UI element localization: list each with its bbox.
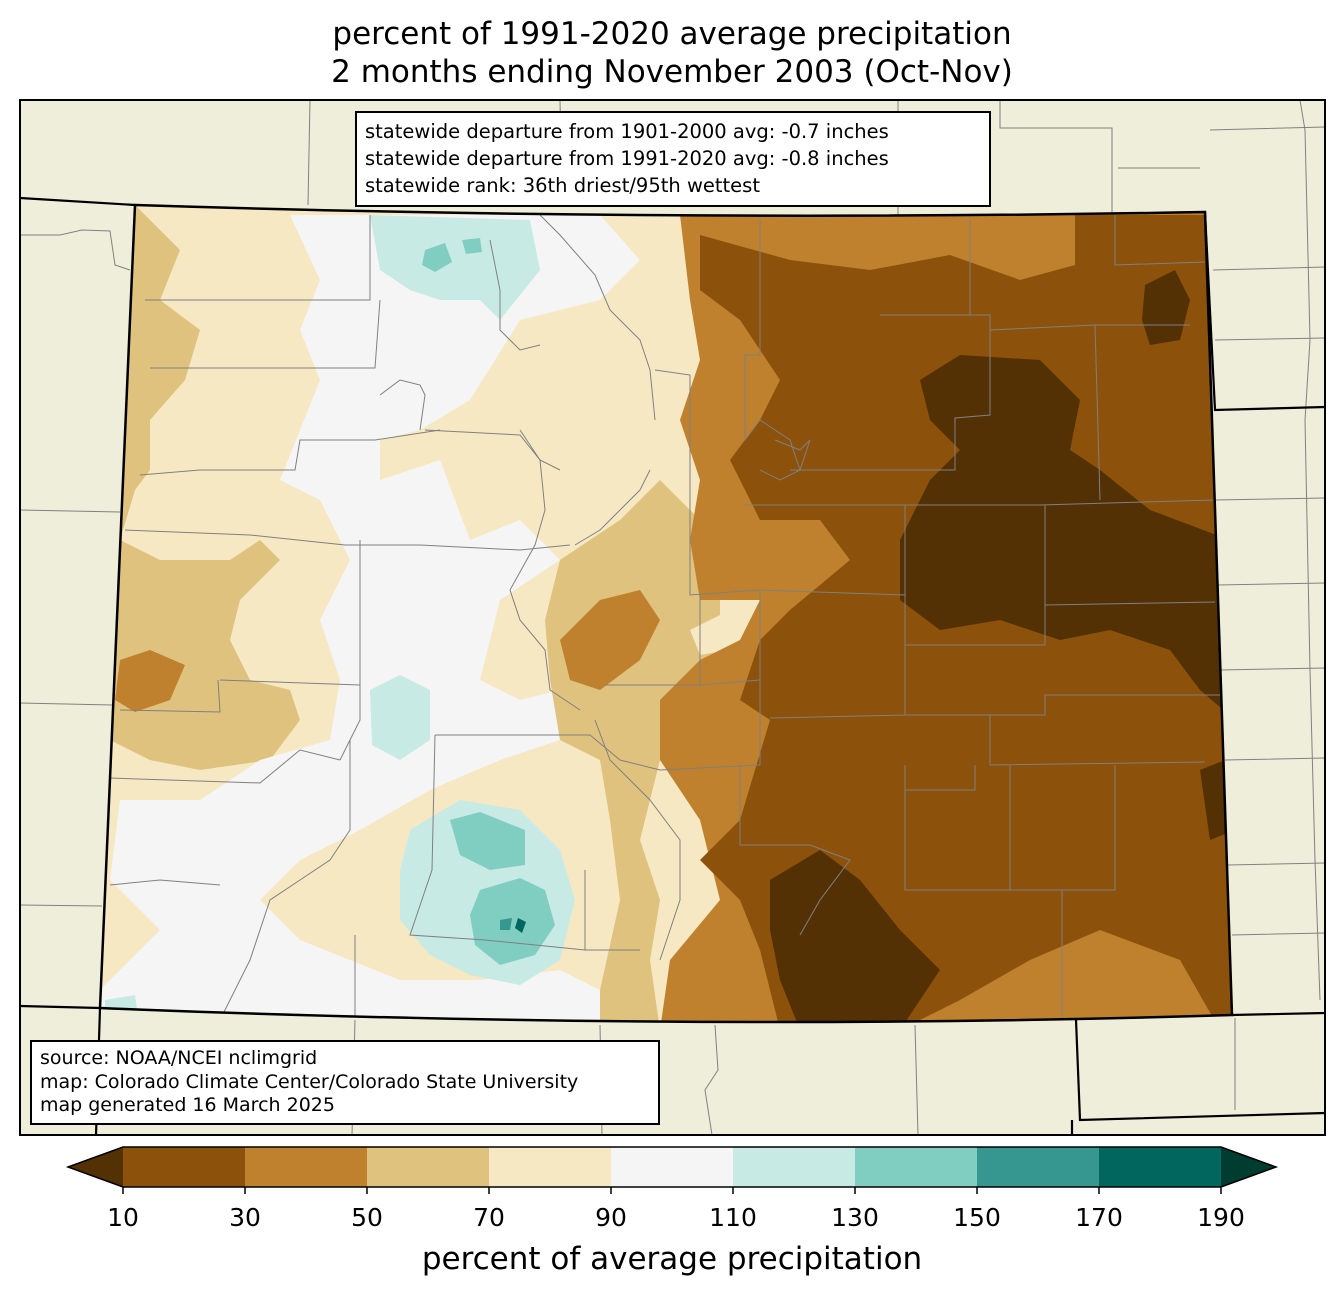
map-credit-line: map: Colorado Climate Center/Colorado St… [40, 1070, 579, 1093]
map-title-line-2: 2 months ending November 2003 (Oct-Nov) [331, 54, 1013, 90]
stats-departure-1991-2020: statewide departure from 1991-2020 avg: … [365, 147, 889, 170]
colorbar-bin-2 [367, 1147, 489, 1187]
colorbar-bin-7 [977, 1147, 1099, 1187]
colorbar-tick-label-3: 70 [473, 1203, 505, 1232]
source-line: source: NOAA/NCEI nclimgrid [40, 1047, 318, 1069]
colorbar-tick-label-8: 170 [1075, 1203, 1123, 1232]
colorbar-tick-label-1: 30 [229, 1203, 261, 1232]
statewide-stats-box: statewide departure from 1901-2000 avg: … [355, 111, 991, 207]
precipitation-field [100, 205, 1232, 1023]
colorbar-tick-label-9: 190 [1197, 1203, 1245, 1232]
colorbar-label: percent of average precipitation [421, 1241, 923, 1277]
colorbar-over-arrow [1221, 1147, 1276, 1187]
colorado-border [98, 203, 1234, 1024]
colorbar-tick-label-0: 10 [107, 1203, 139, 1232]
generated-date-line: map generated 16 March 2025 [40, 1094, 335, 1116]
colorbar-under-arrow [68, 1147, 123, 1187]
colorbar-bin-0 [123, 1147, 245, 1187]
map-title-line-1: percent of 1991-2020 average precipitati… [332, 16, 1012, 52]
colorbar-tick-label-6: 130 [831, 1203, 879, 1232]
stats-rank: statewide rank: 36th driest/95th wettest [365, 174, 760, 197]
colorbar-bin-5 [733, 1147, 855, 1187]
colorbar-tick-label-5: 110 [709, 1203, 757, 1232]
colorbar-bin-6 [855, 1147, 977, 1187]
colorbar-tick-label-2: 50 [351, 1203, 383, 1232]
source-box: source: NOAA/NCEI nclimgrid map: Colorad… [30, 1040, 660, 1125]
colorbar-tick-label-4: 90 [595, 1203, 627, 1232]
colorbar-bin-4 [611, 1147, 733, 1187]
colorbar-bin-3 [489, 1147, 611, 1187]
stats-departure-1901-2000: statewide departure from 1901-2000 avg: … [365, 120, 889, 143]
colorbar-tick-label-7: 150 [953, 1203, 1001, 1232]
colorbar-bin-8 [1099, 1147, 1221, 1187]
colorbar [65, 1146, 1279, 1194]
colorado-county-lines [109, 214, 1220, 1023]
colorbar-bin-1 [245, 1147, 367, 1187]
map-frame [19, 99, 1326, 1136]
